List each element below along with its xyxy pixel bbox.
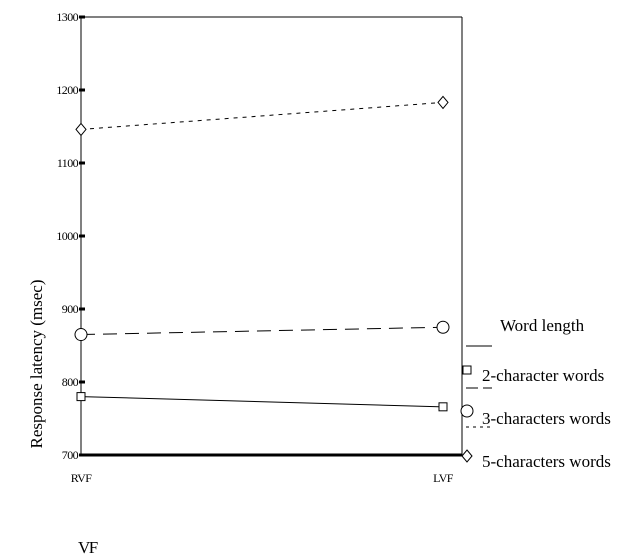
y-tick-label: 1300 <box>56 10 78 24</box>
data-point <box>436 320 450 334</box>
legend-entry-label: 3-characters words <box>482 409 611 428</box>
x-axis-title: VF <box>78 538 98 557</box>
plot-frame <box>80 16 463 457</box>
legend-marker <box>462 365 472 375</box>
legend-marker <box>460 404 474 418</box>
series-square <box>76 392 448 412</box>
series-line <box>80 326 444 336</box>
legend-entry-label: 2-character words <box>482 366 604 385</box>
y-axis-title: Response latency (msec) <box>27 280 46 449</box>
data-point <box>437 95 449 110</box>
data-point <box>438 402 448 412</box>
y-tick-label: 1000 <box>56 229 78 243</box>
data-point <box>76 392 86 402</box>
series-group <box>74 95 450 412</box>
x-tick-label: RVF <box>71 471 93 485</box>
legend-title: Word length <box>500 316 585 335</box>
y-tick-label: 800 <box>62 375 79 389</box>
series-line <box>80 101 444 130</box>
y-ticks: 700 800 900 1000 1100 1200 1300 <box>56 10 85 462</box>
legend: Word length 2-character words 3-character… <box>460 316 611 471</box>
y-tick-label: 1200 <box>56 83 78 97</box>
data-point <box>75 122 87 137</box>
x-ticks: RVF LVF <box>71 471 455 485</box>
legend-marker <box>461 449 473 463</box>
series-circle <box>74 320 450 342</box>
y-tick-label: 700 <box>62 448 79 462</box>
data-point <box>74 328 88 342</box>
series-diamond <box>75 95 449 137</box>
y-tick-label: 900 <box>62 302 79 316</box>
series-line <box>80 396 444 408</box>
x-tick-label: LVF <box>433 471 454 485</box>
y-tick-label: 1100 <box>57 156 79 170</box>
legend-entry-label: 5-characters words <box>482 452 611 471</box>
